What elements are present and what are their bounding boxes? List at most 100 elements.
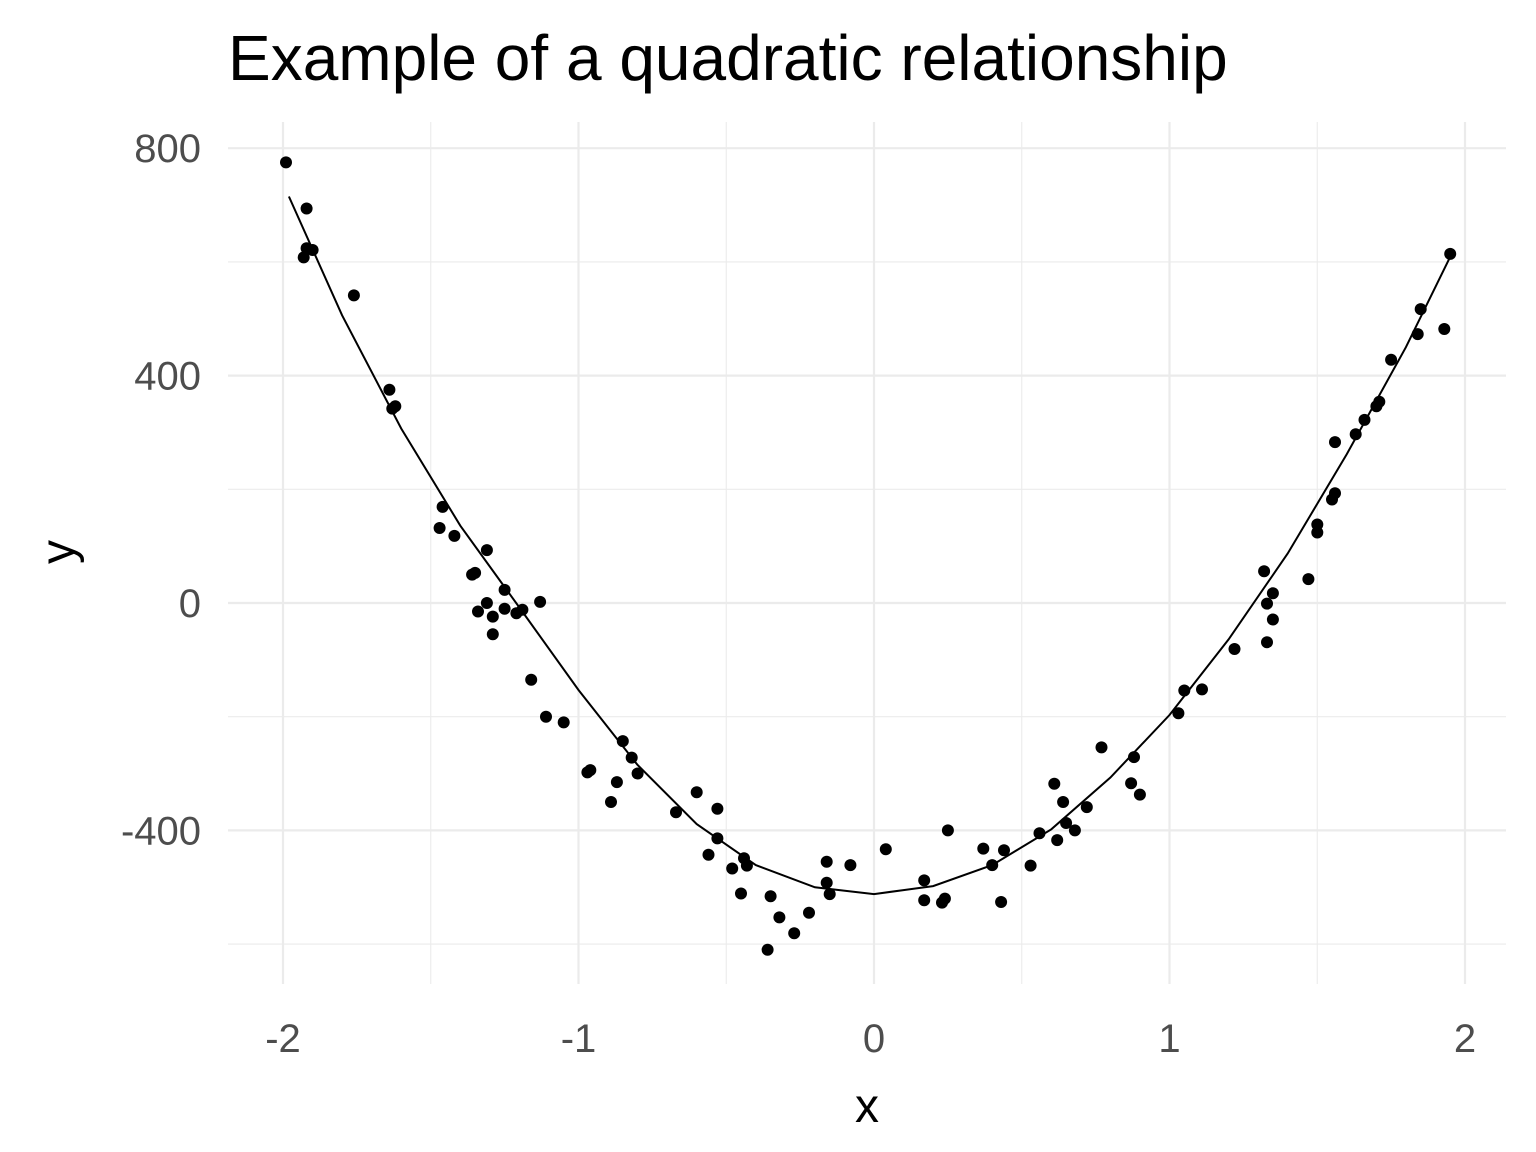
data-point [761,943,774,956]
grid-major-lines [228,122,1506,984]
data-point [1125,777,1138,790]
data-point [433,522,446,534]
data-point [1133,788,1146,801]
data-point [702,848,715,861]
data-point [306,244,319,256]
data-point [1172,707,1185,720]
x-tick-label: 1 [1158,1017,1180,1061]
data-point [986,859,999,872]
data-point [480,597,493,609]
data-point [726,862,739,875]
data-point [803,906,815,919]
y-axis-tick-labels: -400 0 400 800 [121,127,201,853]
data-point [1411,328,1424,341]
data-point [610,776,623,789]
y-tick-label: 800 [134,127,201,171]
data-point [631,767,644,780]
y-tick-label: 0 [179,582,201,626]
data-point [938,892,951,905]
data-point [1444,247,1457,260]
data-point [1261,597,1273,610]
data-point [486,610,499,623]
data-point [1329,436,1341,449]
x-tick-label: -1 [561,1017,597,1061]
data-point [498,583,511,596]
data-point [383,383,396,396]
data-point [1178,684,1191,697]
data-point [480,544,493,557]
data-point [918,894,931,907]
data-point [1373,395,1386,408]
data-point [1266,587,1279,600]
data-point [1311,518,1324,531]
data-point [977,842,990,855]
x-tick-label: -2 [265,1017,301,1061]
data-point [764,890,777,903]
chart-title: Example of a quadratic relationship [228,22,1228,94]
x-axis-tick-labels: -2 -1 0 1 2 [265,1017,1476,1061]
data-point [1051,834,1064,847]
data-point [625,751,638,764]
data-point [525,673,538,686]
data-point [1033,827,1046,840]
data-point [918,874,931,887]
data-point [472,605,484,618]
data-point [516,603,529,616]
data-point [1329,487,1341,500]
data-points [280,156,1457,956]
y-tick-label: -400 [121,809,201,853]
data-point [740,859,753,872]
data-point [1385,353,1398,366]
data-point [1258,565,1271,578]
data-point [670,806,682,819]
data-point [711,832,724,845]
data-point [498,602,511,615]
data-point [1057,796,1070,808]
data-point [823,888,836,901]
data-point [820,855,833,868]
data-point [1349,428,1362,441]
data-point [1261,636,1273,649]
data-point [735,887,747,900]
data-point [1095,741,1108,754]
data-point [879,843,892,856]
fitted-curve [287,196,1452,896]
data-point [1048,777,1061,790]
data-point [1068,824,1081,837]
data-point [469,566,482,579]
data-point [486,628,499,641]
data-point [1060,817,1073,829]
y-tick-label: 400 [134,355,201,399]
x-axis-title: x [855,1080,879,1133]
data-point [540,710,552,723]
data-point [711,802,724,815]
data-point [1080,801,1093,814]
data-point [844,859,857,872]
data-point [995,896,1008,908]
data-point [1438,323,1451,335]
data-point [347,289,360,302]
data-point [297,251,310,264]
y-axis-title: y [32,540,85,564]
data-point [820,876,833,889]
data-point [280,156,292,169]
data-point [300,202,313,215]
data-point [436,500,449,513]
data-point [998,844,1010,857]
data-point [616,735,629,748]
data-point [690,786,703,799]
data-point [605,796,617,808]
data-point [788,927,801,940]
data-point [1128,751,1140,764]
data-point [1228,643,1241,655]
data-point [1302,573,1315,586]
data-point [534,595,547,608]
data-point [1266,613,1279,626]
data-point [1196,683,1208,696]
data-point [1358,413,1371,426]
data-point [389,400,402,413]
data-point [448,529,461,542]
data-point [557,716,570,729]
data-point [941,824,954,837]
